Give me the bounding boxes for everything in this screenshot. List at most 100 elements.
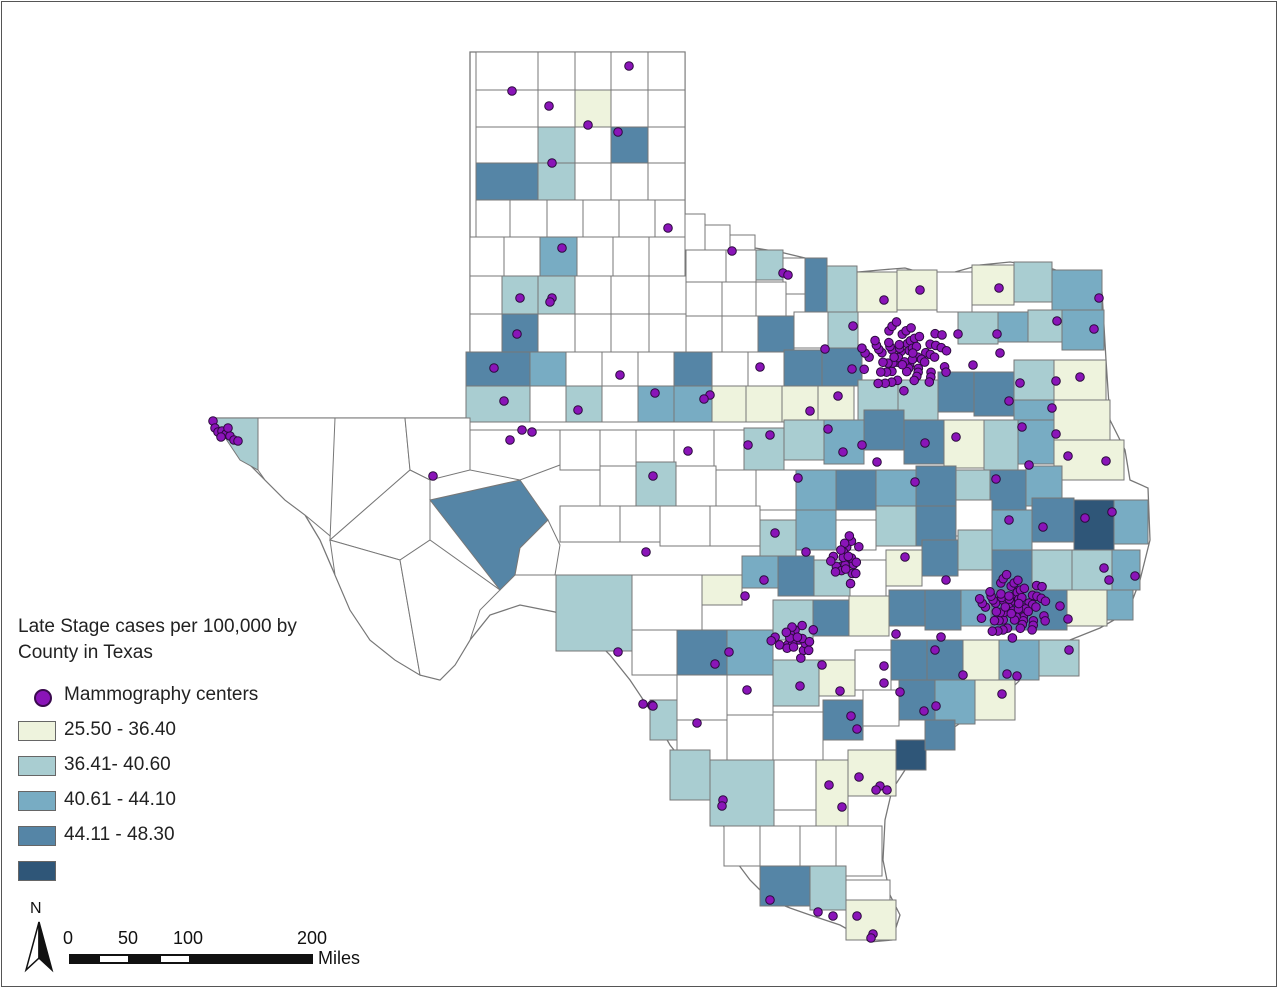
- mammography-center-point-236: [796, 653, 806, 663]
- county-north-25: [783, 349, 823, 387]
- mammography-center-point-170: [937, 330, 947, 340]
- county-central-0: [559, 429, 601, 471]
- county-central-60: [924, 589, 962, 631]
- county-central-32: [875, 505, 917, 547]
- county-north-9: [936, 271, 973, 313]
- mammography-center-point-246: [804, 636, 815, 647]
- county-central-75: [1038, 639, 1080, 677]
- legend-class-2: 36.41- 40.60: [18, 750, 338, 785]
- mammography-center-point-46: [517, 425, 527, 435]
- mammography-center-point-29: [915, 285, 925, 295]
- mammography-center-point-116: [866, 933, 876, 943]
- county-central-80: [862, 689, 900, 727]
- county-panhandle-9: [647, 89, 686, 128]
- mammography-center-point-75: [740, 591, 750, 601]
- county-panhandle-52: [565, 385, 603, 423]
- mammography-center-point-224: [844, 531, 855, 541]
- mammography-center-point-219: [843, 551, 854, 562]
- scale-tick-50: 50: [118, 928, 139, 948]
- county-north-42: [1053, 399, 1111, 441]
- county-panhandle-20: [475, 199, 511, 238]
- county-panhandle-31: [648, 236, 686, 277]
- legend-label-2: 36.41- 40.60: [64, 754, 171, 775]
- mammography-center-point-107: [854, 772, 864, 782]
- county-central-93: [759, 825, 801, 867]
- mammography-points: [208, 61, 1140, 943]
- mammography-center-point-184: [901, 366, 912, 377]
- county-central-36: [1031, 497, 1075, 543]
- mammography-center-point-89: [936, 632, 946, 642]
- county-west-9: [469, 429, 561, 481]
- mammography-center-point-16: [755, 362, 765, 372]
- mammography-center-point-308: [1006, 608, 1017, 619]
- county-central-79: [822, 699, 864, 741]
- mammography-center-point-113: [828, 911, 838, 921]
- mammography-center-point-245: [781, 627, 792, 638]
- county-central-94: [799, 825, 837, 867]
- scale-tick-0: 0: [63, 928, 74, 948]
- map-legend: Late Stage cases per 100,000 by County i…: [18, 614, 338, 890]
- county-panhandle-46: [565, 351, 603, 387]
- mammography-center-point-120: [648, 701, 658, 711]
- mammography-center-point-0: [624, 61, 634, 71]
- mammography-center-point-5: [547, 158, 557, 168]
- mammography-center-point-298: [1000, 602, 1011, 612]
- legend-label-points: Mammography centers: [64, 684, 259, 705]
- county-central-87: [773, 759, 817, 811]
- north-label: N: [30, 900, 42, 917]
- county-north-0: [684, 213, 706, 251]
- mammography-center-point-83: [795, 681, 805, 691]
- north-arrow-icon: [24, 921, 54, 973]
- county-north-23: [711, 351, 749, 387]
- mammography-center-point-191: [907, 348, 918, 358]
- mammography-center-point-22: [833, 391, 843, 401]
- mammography-center-point-296: [1001, 569, 1012, 580]
- mammography-center-point-119: [638, 699, 648, 709]
- county-central-68: [772, 659, 820, 707]
- county-central-90: [895, 739, 927, 771]
- mammography-center-point-118: [717, 801, 727, 811]
- mammography-center-point-3: [583, 120, 593, 130]
- county-central-81: [898, 679, 936, 721]
- mammography-center-point-54: [765, 430, 775, 440]
- mammography-center-point-35: [1075, 372, 1085, 382]
- mammography-center-point-58: [770, 528, 780, 538]
- mammography-center-point-18: [573, 405, 583, 415]
- mammography-center-point-266: [1007, 633, 1018, 643]
- county-panhandle-4: [647, 51, 686, 91]
- legend-class-3: 40.61 - 44.10: [18, 785, 338, 820]
- mammography-center-point-110: [882, 785, 892, 795]
- mammography-center-point-310: [1023, 606, 1033, 617]
- county-north-28: [745, 385, 783, 423]
- mammography-center-point-1: [507, 86, 517, 96]
- county-panhandle-18: [610, 162, 649, 201]
- county-central-4: [713, 429, 745, 471]
- legend-label-1: 25.50 - 36.40: [64, 719, 176, 740]
- mammography-center-point-84: [817, 660, 827, 670]
- mammography-center-point-80: [742, 685, 752, 695]
- mammography-center-point-77: [613, 647, 623, 657]
- county-central-48: [957, 529, 993, 571]
- county-north-20: [757, 315, 795, 353]
- mammography-center-point-309: [1004, 591, 1014, 601]
- mammography-center-point-55: [823, 424, 833, 434]
- mammography-center-point-206: [854, 541, 864, 552]
- mammography-center-point-243: [792, 632, 803, 642]
- county-panhandle-26: [469, 236, 505, 277]
- county-north-10: [971, 264, 1015, 306]
- county-central-6: [783, 419, 825, 461]
- mammography-center-point-32: [1094, 293, 1104, 303]
- mammography-center-point-12: [512, 329, 522, 339]
- county-central-39: [555, 574, 633, 652]
- county-central-43: [777, 555, 815, 597]
- mammography-center-point-79: [692, 718, 702, 728]
- mammography-center-point-90: [941, 575, 951, 585]
- county-north-7: [856, 271, 898, 313]
- mammography-center-point-27: [848, 321, 858, 331]
- legend-swatch-5: [18, 861, 56, 881]
- scale-units: Miles: [318, 948, 361, 968]
- mammography-center-point-81: [710, 659, 720, 669]
- county-central-38: [1113, 499, 1149, 545]
- mammography-center-point-31: [992, 329, 1002, 339]
- mammography-center-point-26: [783, 270, 793, 280]
